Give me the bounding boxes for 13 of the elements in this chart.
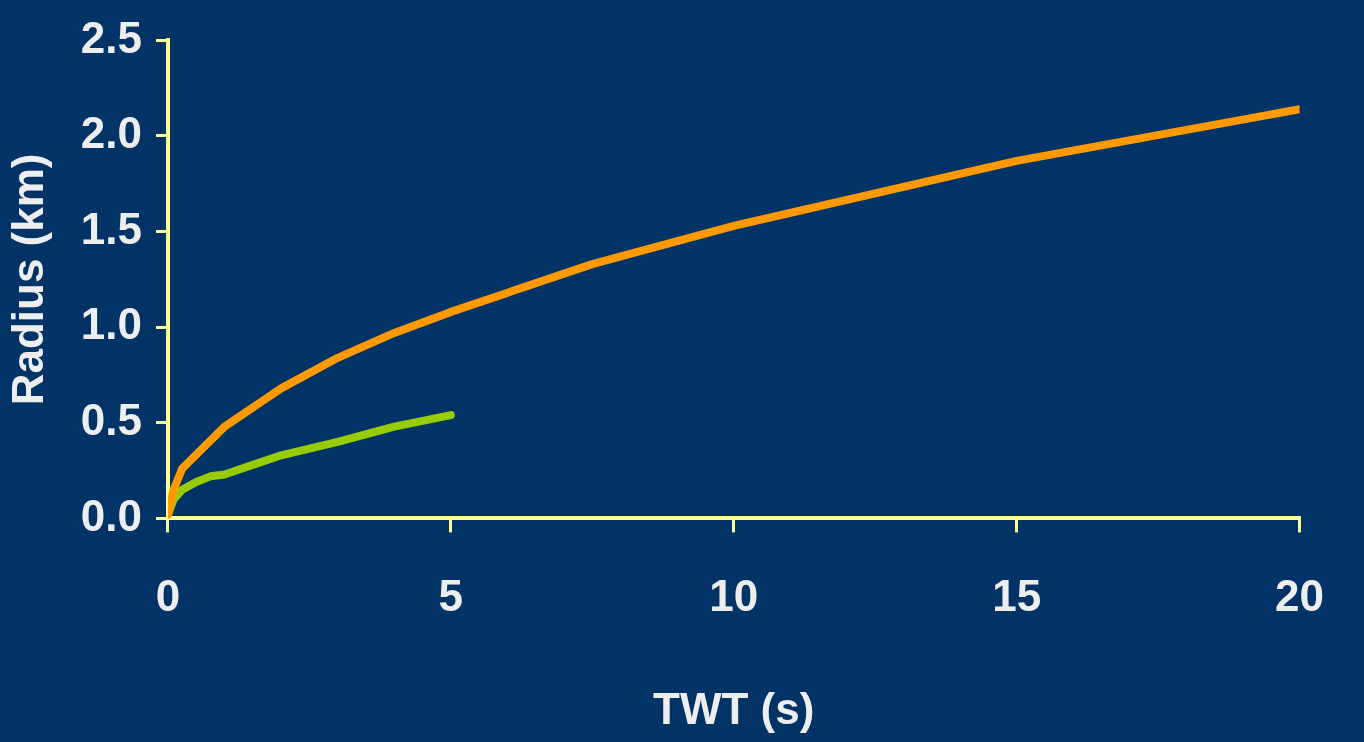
y-tick-label: 2.0 (80, 108, 142, 158)
x-tick-label: 15 (992, 570, 1042, 620)
y-axis-title: Radius (km) (2, 153, 52, 406)
y-tick-label: 1.5 (80, 203, 142, 253)
y-tick-label: 2.5 (80, 12, 142, 62)
y-tick-label: 1.0 (80, 299, 142, 349)
x-tick-label: 10 (709, 570, 759, 620)
y-tick-label: 0.0 (80, 490, 142, 540)
x-tick-label: 0 (155, 570, 181, 620)
x-tick-label: 20 (1275, 570, 1325, 620)
x-axis-title: TWT (s) (653, 683, 815, 733)
y-tick-label: 0.5 (80, 394, 142, 444)
x-tick-label: 5 (438, 570, 464, 620)
